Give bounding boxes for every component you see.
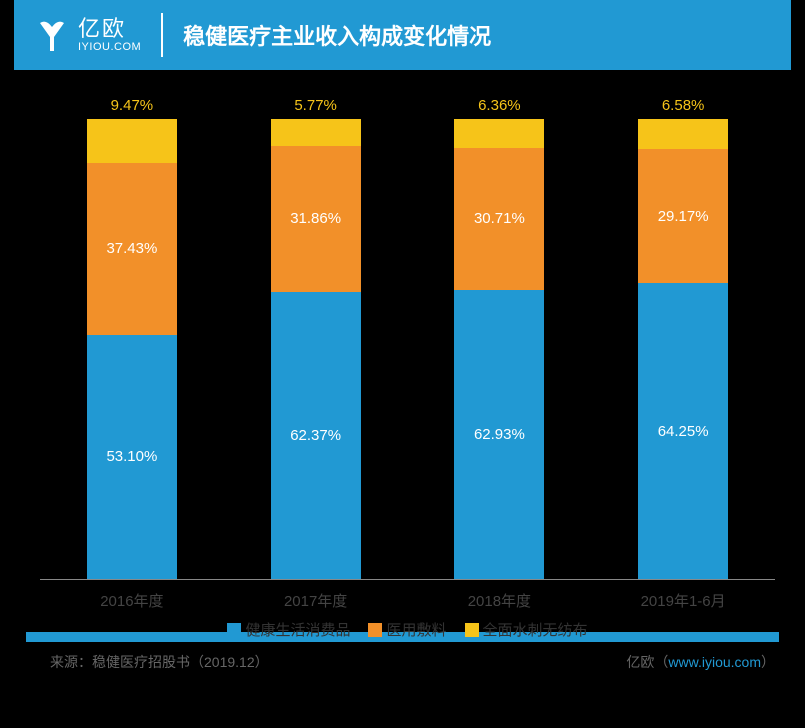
- header: 亿欧 IYIOU.COM 稳健医疗主业收入构成变化情况: [14, 0, 791, 70]
- legend-swatch: [368, 623, 382, 637]
- legend-label: 健康生活消费品: [245, 619, 350, 640]
- bar: 62.37% 31.86% 5.77%: [271, 119, 361, 579]
- logo-icon: [34, 17, 70, 53]
- bar-segment: 31.86%: [271, 146, 361, 293]
- segment-label: 30.71%: [474, 210, 525, 227]
- bar-segment: 37.43%: [87, 163, 177, 335]
- segment-label: 31.86%: [290, 210, 341, 227]
- bar-column: 62.37% 31.86% 5.77%: [224, 119, 408, 579]
- segment-label: 53.10%: [106, 448, 157, 465]
- bar-segment: 29.17%: [638, 149, 728, 283]
- bar-segment: 6.36%: [454, 119, 544, 148]
- bar: 62.93% 30.71% 6.36%: [454, 119, 544, 579]
- footer-source: 来源：稳健医疗招股书（2019.12）: [50, 652, 269, 672]
- right-suffix: ）: [761, 654, 775, 670]
- legend-label: 医用敷料: [386, 619, 446, 640]
- right-prefix: 亿欧（: [626, 654, 668, 670]
- segment-label: 9.47%: [111, 97, 154, 114]
- bar-column: 64.25% 29.17% 6.58%: [591, 119, 775, 579]
- logo: 亿欧 IYIOU.COM: [34, 13, 163, 57]
- bar-segment: 5.77%: [271, 119, 361, 146]
- bar-segment: 62.37%: [271, 292, 361, 579]
- legend-item: 全面水刺无纺布: [465, 619, 588, 640]
- legend-label: 全面水刺无纺布: [483, 619, 588, 640]
- footer-link: www.iyiou.com: [668, 654, 761, 670]
- segment-label: 37.43%: [106, 240, 157, 257]
- chart-area: 53.10% 37.43% 9.47% 62.37% 31.86% 5.77% 62.93%…: [40, 100, 775, 620]
- bar-segment: 30.71%: [454, 148, 544, 289]
- bar: 64.25% 29.17% 6.58%: [638, 119, 728, 579]
- legend-swatch: [465, 623, 479, 637]
- x-axis-label: 2016年度: [40, 590, 224, 611]
- segment-label: 29.17%: [658, 208, 709, 225]
- bar-segment: 53.10%: [87, 335, 177, 579]
- legend-item: 医用敷料: [368, 619, 446, 640]
- bar: 53.10% 37.43% 9.47%: [87, 119, 177, 579]
- segment-label: 5.77%: [294, 97, 337, 114]
- bars-row: 53.10% 37.43% 9.47% 62.37% 31.86% 5.77% 62.93%…: [40, 100, 775, 580]
- legend-item: 健康生活消费品: [227, 619, 350, 640]
- bar-segment: 64.25%: [638, 283, 728, 579]
- bar-column: 62.93% 30.71% 6.36%: [408, 119, 592, 579]
- segment-label: 62.37%: [290, 427, 341, 444]
- segment-label: 64.25%: [658, 423, 709, 440]
- container: 亿欧 IYIOU.COM 稳健医疗主业收入构成变化情况 53.10% 37.43%…: [0, 0, 805, 728]
- x-axis-label: 2018年度: [408, 590, 592, 611]
- segment-label: 6.58%: [662, 97, 705, 114]
- x-axis-label: 2019年1-6月: [591, 590, 775, 611]
- segment-label: 62.93%: [474, 426, 525, 443]
- footer-right: 亿欧（www.iyiou.com）: [626, 652, 775, 672]
- bar-column: 53.10% 37.43% 9.47%: [40, 119, 224, 579]
- bar-segment: 62.93%: [454, 290, 544, 579]
- bar-segment: 9.47%: [87, 119, 177, 163]
- xaxis-labels: 2016年度2017年度2018年度2019年1-6月: [40, 580, 775, 611]
- logo-domain: IYIOU.COM: [78, 41, 141, 53]
- source-text: 稳健医疗招股书（2019.12）: [92, 654, 269, 670]
- source-prefix: 来源：: [50, 654, 92, 670]
- legend-swatch: [227, 623, 241, 637]
- x-axis-label: 2017年度: [224, 590, 408, 611]
- legend: 健康生活消费品 医用敷料 全面水刺无纺布: [40, 619, 775, 640]
- logo-cn: 亿欧: [78, 17, 141, 41]
- footer: 来源：稳健医疗招股书（2019.12） 亿欧（www.iyiou.com）: [50, 652, 775, 672]
- logo-text: 亿欧 IYIOU.COM: [78, 17, 141, 53]
- segment-label: 6.36%: [478, 97, 521, 114]
- bar-segment: 6.58%: [638, 119, 728, 149]
- chart-title: 稳健医疗主业收入构成变化情况: [183, 19, 491, 51]
